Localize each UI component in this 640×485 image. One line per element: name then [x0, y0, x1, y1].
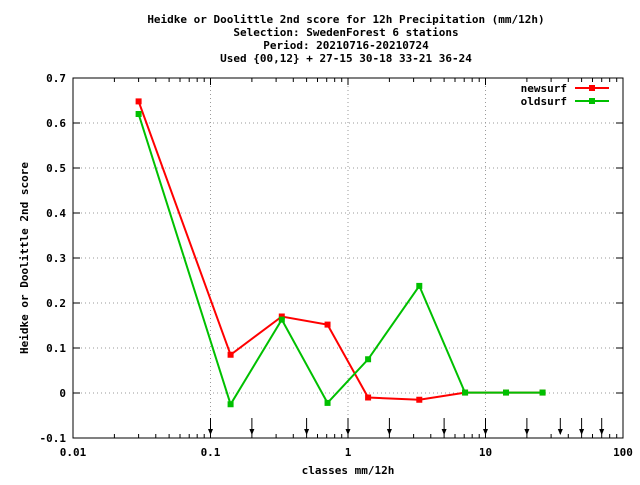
data-point-newsurf: [365, 394, 372, 401]
class-marker-head: [483, 429, 488, 435]
title-line: Period: 20210716-20210724: [263, 39, 429, 52]
title-line: Selection: SwedenForest 6 stations: [233, 26, 458, 39]
class-marker-arrow: [524, 418, 530, 435]
data-point-newsurf: [227, 351, 234, 358]
class-marker-head: [249, 429, 255, 435]
series: [135, 98, 546, 408]
y-tick-label: -0.1: [40, 432, 67, 445]
legend-marker-newsurf: [589, 85, 595, 91]
title-line: Heidke or Doolittle 2nd score for 12h Pr…: [147, 13, 544, 26]
class-marker-head: [441, 429, 447, 435]
y-tick-label: 0.1: [46, 342, 66, 355]
series-newsurf: [135, 98, 546, 403]
chart-title: Heidke or Doolittle 2nd score for 12h Pr…: [147, 13, 544, 65]
data-point-newsurf: [278, 313, 285, 320]
data-point-oldsurf: [135, 111, 142, 117]
y-tick-label: 0.4: [46, 207, 66, 220]
class-marker-arrow: [249, 418, 255, 435]
class-marker-head: [386, 429, 392, 435]
class-marker-arrow: [599, 418, 605, 435]
x-tick-label: 0.1: [201, 446, 221, 459]
title-line: Used {00,12} + 27-15 30-18 33-21 36-24: [220, 52, 472, 65]
series-line-oldsurf: [137, 113, 543, 407]
legend-marker-oldsurf: [589, 98, 595, 104]
class-marker-head: [579, 429, 585, 435]
x-tick-label: 100: [613, 446, 633, 459]
class-marker-arrow: [441, 418, 447, 435]
data-point-oldsurf: [503, 389, 510, 396]
class-marker-head: [208, 429, 213, 435]
class-marker-arrow: [557, 418, 563, 435]
data-point-newsurf: [324, 321, 331, 328]
y-tick-label: 0.7: [46, 72, 66, 85]
data-point-oldsurf: [278, 316, 285, 323]
class-marker-head: [304, 429, 310, 435]
class-marker-arrow: [386, 418, 392, 435]
data-point-oldsurf: [539, 389, 546, 396]
x-tick-label: 1: [345, 446, 352, 459]
y-tick-label: 0: [59, 387, 66, 400]
legend-label-newsurf: newsurf: [521, 82, 567, 95]
data-point-newsurf: [416, 396, 423, 403]
class-marker-head: [345, 429, 351, 435]
class-marker-head: [524, 429, 530, 435]
class-marker-arrow: [483, 418, 488, 435]
class-marker-arrow: [208, 418, 213, 435]
class-markers: [208, 418, 605, 435]
x-axis-label: classes mm/12h: [302, 464, 395, 477]
x-tick-label: 0.01: [60, 446, 87, 459]
class-marker-arrow: [304, 418, 310, 435]
series-line-newsurf: [137, 101, 543, 401]
data-point-newsurf: [135, 98, 142, 105]
x-tick-label: 10: [479, 446, 492, 459]
data-point-oldsurf: [416, 282, 423, 289]
data-point-oldsurf: [462, 389, 469, 396]
y-tick-label: 0.3: [46, 252, 66, 265]
y-tick-label: 0.6: [46, 117, 66, 130]
class-marker-head: [599, 429, 605, 435]
y-axis-label: Heidke or Doolittle 2nd score: [18, 162, 31, 354]
y-tick-label: 0.5: [46, 162, 66, 175]
class-marker-arrow: [345, 418, 351, 435]
data-point-oldsurf: [365, 356, 372, 363]
series-oldsurf: [135, 111, 546, 408]
legend-label-oldsurf: oldsurf: [521, 95, 567, 108]
y-tick-label: 0.2: [46, 297, 66, 310]
class-marker-head: [557, 429, 563, 435]
class-marker-arrow: [579, 418, 585, 435]
data-point-oldsurf: [324, 399, 331, 406]
data-point-oldsurf: [227, 401, 234, 408]
axis-ticks: -0.1 0 0.1 0.2 0.3 0.4 0.5 0.6 0.7 0.01 0.1 1 10 100: [40, 72, 633, 459]
grid: [73, 78, 623, 438]
